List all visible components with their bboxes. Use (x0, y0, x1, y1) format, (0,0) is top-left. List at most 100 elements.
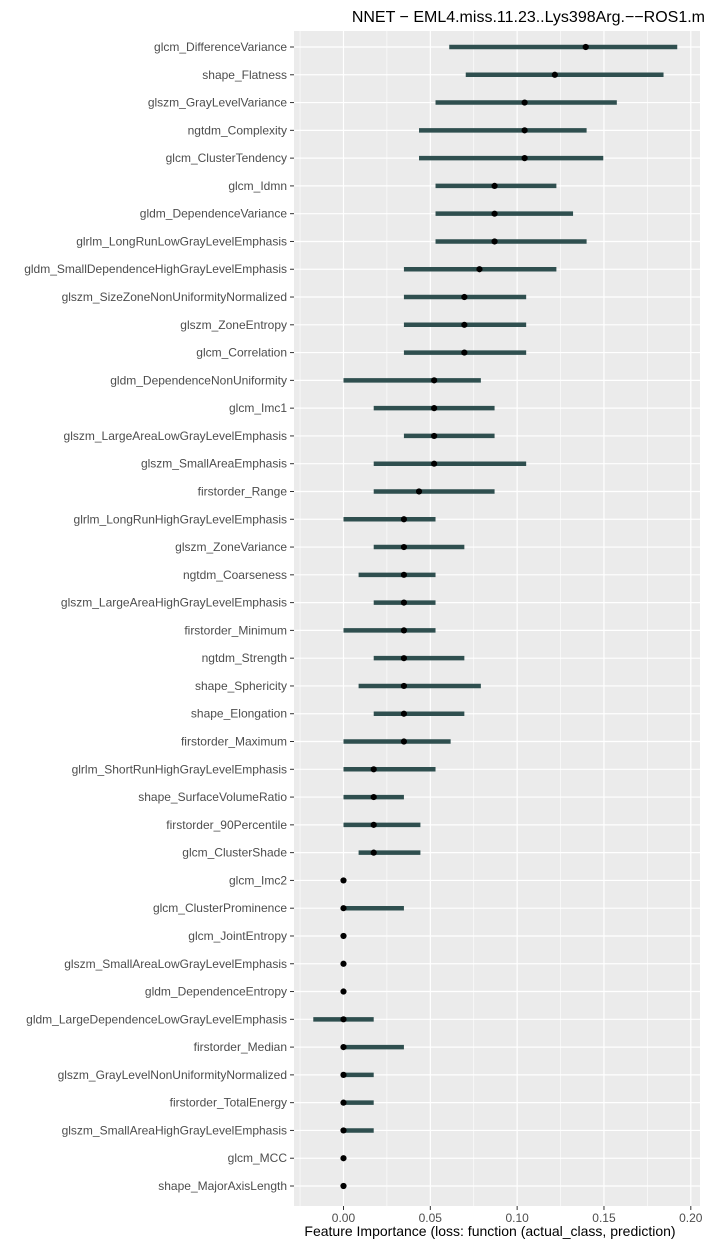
y-axis-ticks (290, 46, 294, 1187)
y-axis-label-32: glcm_JointEntropy (188, 929, 287, 943)
y-axis-label-33: glszm_SmallAreaLowGrayLevelEmphasis (64, 957, 287, 971)
median-point-0 (582, 43, 589, 51)
median-point-33 (340, 960, 347, 967)
median-point-30 (340, 877, 347, 884)
median-point-4 (521, 155, 528, 162)
y-axis-label-0: glcm_DifferenceVariance (154, 40, 287, 54)
y-axis-label-12: gldm_DependenceNonUniformity (110, 373, 287, 387)
x-tick-label-0: 0.00 (332, 1211, 356, 1225)
median-point-23 (400, 682, 408, 690)
median-point-10 (461, 321, 468, 328)
median-point-14 (431, 432, 438, 440)
median-point-40 (340, 1155, 347, 1162)
y-axis-label-1: shape_Flatness (202, 68, 287, 82)
median-point-9 (461, 293, 468, 301)
median-point-34 (340, 988, 347, 995)
y-axis-label-14: glszm_LargeAreaLowGrayLevelEmphasis (64, 429, 287, 443)
y-axis-label-8: gldm_SmallDependenceHighGrayLevelEmphasi… (24, 262, 287, 276)
minor-gridlines (299, 31, 648, 1206)
y-axis-label-31: glcm_ClusterProminence (153, 901, 287, 915)
median-point-28 (370, 821, 377, 828)
median-point-6 (491, 210, 498, 217)
x-tick-label-4: 0.20 (679, 1211, 703, 1225)
y-axis-labels: glcm_DifferenceVariance shape_Flatnessgls… (24, 40, 287, 1193)
y-axis-label-24: shape_Elongation (191, 707, 287, 721)
y-axis-label-16: firstorder_Range (198, 484, 288, 498)
y-axis-label-7: glrlm_LongRunLowGrayLevelEmphasis (76, 234, 287, 248)
median-point-37 (340, 1071, 347, 1078)
median-point-22 (400, 655, 408, 662)
y-axis-label-17: glrlm_LongRunHighGrayLevelEmphasis (74, 512, 287, 526)
median-point-38 (340, 1099, 347, 1106)
y-axis-label-4: glcm_ClusterTendency (166, 151, 287, 165)
median-points (340, 43, 589, 1190)
x-axis-ticks (342, 1206, 692, 1210)
median-point-39 (340, 1127, 347, 1134)
y-axis-label-13: glcm_Imc1 (229, 401, 287, 415)
median-point-16 (415, 488, 423, 495)
y-axis-label-37: glszm_GrayLevelNonUniformityNormalized (58, 1068, 287, 1082)
y-axis-label-35: gldm_LargeDependenceLowGrayLevelEmphasis (26, 1012, 287, 1026)
y-axis-label-10: glszm_ZoneEntropy (180, 318, 287, 332)
median-point-1 (551, 71, 558, 78)
y-axis-label-36: firstorder_Median (194, 1040, 287, 1054)
y-axis-label-5: glcm_Idmn (228, 179, 287, 193)
median-point-12 (431, 377, 438, 384)
median-point-31 (340, 905, 347, 912)
y-axis-label-23: shape_Sphericity (195, 679, 287, 693)
median-point-21 (400, 627, 408, 634)
y-axis-label-15: glszm_SmallAreaEmphasis (141, 457, 287, 471)
median-point-27 (370, 793, 377, 801)
median-point-25 (400, 738, 408, 745)
y-axis-label-18: glszm_ZoneVariance (175, 540, 287, 554)
y-axis-label-38: firstorder_TotalEnergy (170, 1096, 287, 1110)
x-tick-label-3: 0.15 (592, 1211, 616, 1225)
y-axis-label-40: glcm_MCC (228, 1151, 288, 1165)
x-tick-label-1: 0.05 (419, 1211, 443, 1225)
y-axis-label-26: glrlm_ShortRunHighGrayLevelEmphasis (72, 762, 287, 776)
median-point-18 (400, 543, 408, 551)
median-point-11 (461, 349, 468, 356)
y-axis-label-22: ngtdm_Strength (202, 651, 287, 665)
y-axis-label-9: glszm_SizeZoneNonUniformityNormalized (62, 290, 287, 304)
median-point-5 (491, 182, 498, 190)
chart-title: NNET − EML4.miss.11.23..Lys398Arg.−−ROS1… (352, 9, 705, 26)
median-point-13 (431, 405, 438, 412)
y-axis-label-11: glcm_Correlation (196, 346, 287, 360)
median-point-24 (400, 710, 408, 717)
median-point-7 (491, 238, 498, 245)
x-axis-tick-labels: 0.00 0.05 0.10 0.15 0.20 (332, 1211, 703, 1225)
median-point-36 (340, 1043, 347, 1051)
y-axis-label-34: gldm_DependenceEntropy (145, 985, 287, 999)
median-point-19 (400, 571, 408, 578)
y-axis-label-27: shape_SurfaceVolumeRatio (138, 790, 287, 804)
y-axis-label-19: ngtdm_Coarseness (183, 568, 287, 582)
median-point-41 (340, 1182, 347, 1190)
median-point-3 (521, 127, 528, 134)
y-axis-label-20: glszm_LargeAreaHighGrayLevelEmphasis (61, 596, 287, 610)
median-point-8 (476, 266, 483, 273)
y-axis-label-28: firstorder_90Percentile (166, 818, 287, 832)
y-axis-label-25: firstorder_Maximum (181, 735, 287, 749)
median-point-20 (400, 599, 408, 606)
plot-panel (294, 31, 700, 1206)
y-axis-label-30: glcm_Imc2 (229, 873, 287, 887)
y-axis-label-21: firstorder_Minimum (184, 623, 287, 637)
x-tick-label-2: 0.10 (505, 1211, 529, 1225)
median-point-15 (431, 460, 438, 467)
median-point-29 (370, 849, 377, 856)
median-point-35 (340, 1016, 347, 1023)
y-axis-label-29: glcm_ClusterShade (182, 846, 287, 860)
median-point-26 (370, 766, 377, 773)
y-axis-label-41: shape_MajorAxisLength (158, 1179, 287, 1193)
y-axis-label-3: ngtdm_Complexity (188, 123, 287, 137)
median-point-17 (400, 516, 408, 523)
median-point-32 (340, 932, 347, 940)
y-axis-label-2: glszm_GrayLevelVariance (148, 96, 287, 110)
median-point-2 (521, 99, 528, 106)
x-axis-title: Feature Importance (loss: function (actu… (304, 1223, 675, 1239)
y-axis-label-39: glszm_SmallAreaHighGrayLevelEmphasis (62, 1123, 287, 1137)
y-axis-label-6: gldm_DependenceVariance (140, 207, 288, 221)
